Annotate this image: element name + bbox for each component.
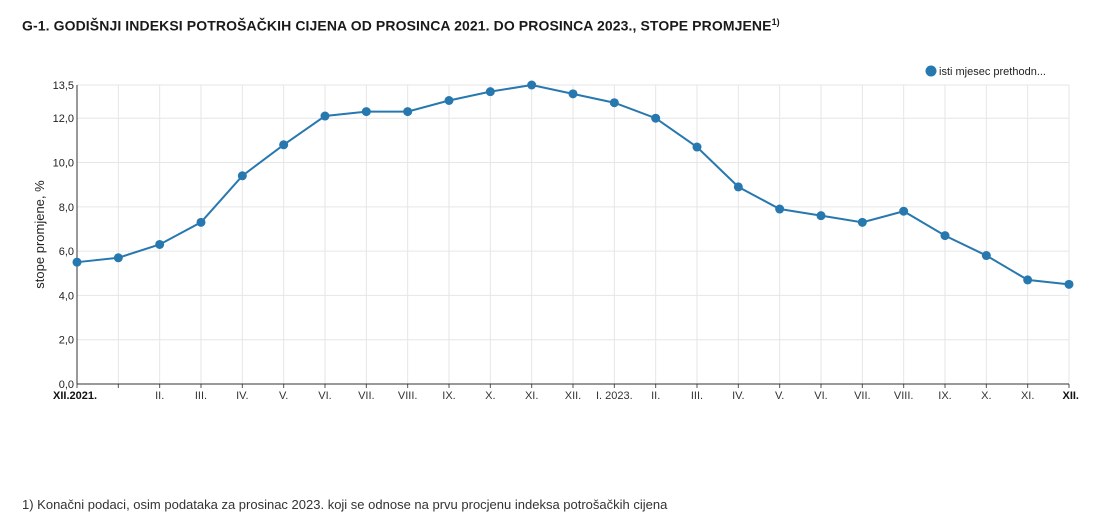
x-tick-label: VIII. (398, 390, 418, 402)
data-point (361, 107, 371, 117)
data-point (1064, 279, 1074, 289)
data-point (196, 217, 206, 227)
y-tick-label: 0,0 (59, 379, 74, 391)
footnote: 1) Konačni podaci, osim podataka za pros… (22, 497, 668, 512)
x-tick-label: V. (279, 390, 288, 402)
chart-title-text: G-1. GODIŠNJI INDEKSI POTROŠAČKIH CIJENA… (22, 17, 772, 34)
x-tick-label: XII. (1062, 390, 1079, 402)
data-point (692, 142, 702, 152)
x-tick-label: VIII. (894, 390, 914, 402)
data-point (857, 217, 867, 227)
legend-label: isti mjesec prethodn... (939, 66, 1046, 78)
x-tick-label: VII. (854, 390, 871, 402)
y-tick-label: 4,0 (59, 290, 74, 302)
data-point (775, 204, 785, 214)
data-point (485, 87, 495, 97)
data-point (320, 111, 330, 121)
data-point (155, 239, 165, 249)
data-point (527, 80, 537, 90)
x-tick-label: IX. (442, 390, 455, 402)
data-point (279, 140, 289, 150)
data-point (568, 89, 578, 99)
x-tick-label: IV. (236, 390, 248, 402)
x-tick-label: I. 2023. (596, 390, 633, 402)
x-tick-label: X. (981, 390, 991, 402)
x-tick-label: XI. (525, 390, 538, 402)
y-tick-label: 8,0 (59, 202, 74, 214)
data-point (113, 253, 123, 263)
chart-title: G-1. GODIŠNJI INDEKSI POTROŠAČKIH CIJENA… (22, 17, 780, 34)
y-tick-label: 12,0 (53, 113, 74, 125)
x-tick-label: III. (691, 390, 703, 402)
x-tick-label: XII. (565, 390, 582, 402)
x-tick-label: X. (485, 390, 495, 402)
x-tick-label: VII. (358, 390, 375, 402)
y-tick-label: 2,0 (59, 335, 74, 347)
line-chart: 0,0 2,0 4,0 6,0 8,0 10,0 12,0 13,5 XII.2021. II. I… (32, 65, 1079, 402)
legend-marker (925, 65, 937, 77)
data-point (72, 257, 82, 267)
data-point (899, 206, 909, 216)
x-tick-label: II. (155, 390, 164, 402)
x-tick-label: XII.2021. (53, 390, 97, 402)
data-point (1023, 275, 1033, 285)
data-point (651, 113, 661, 123)
y-tick-label: 10,0 (53, 158, 74, 170)
x-tick-label: IX. (938, 390, 951, 402)
y-tick-label: 13,5 (53, 80, 74, 92)
data-point (237, 171, 247, 181)
x-tick-label: III. (195, 390, 207, 402)
data-point (444, 96, 454, 106)
x-tick-label: VI. (318, 390, 331, 402)
x-tick-label: IV. (732, 390, 744, 402)
x-tick-label: XI. (1021, 390, 1034, 402)
data-point (940, 231, 950, 241)
x-tick-label: VI. (814, 390, 827, 402)
data-point (609, 98, 619, 108)
x-tick-label: V. (775, 390, 784, 402)
data-point (733, 182, 743, 192)
data-point (403, 107, 413, 117)
chart-title-superscript: 1) (771, 17, 780, 27)
y-tick-label: 6,0 (59, 246, 74, 258)
data-point (816, 211, 826, 221)
data-point (981, 251, 991, 261)
y-axis-label: stope promjene, % (32, 180, 47, 289)
x-tick-label: II. (651, 390, 660, 402)
